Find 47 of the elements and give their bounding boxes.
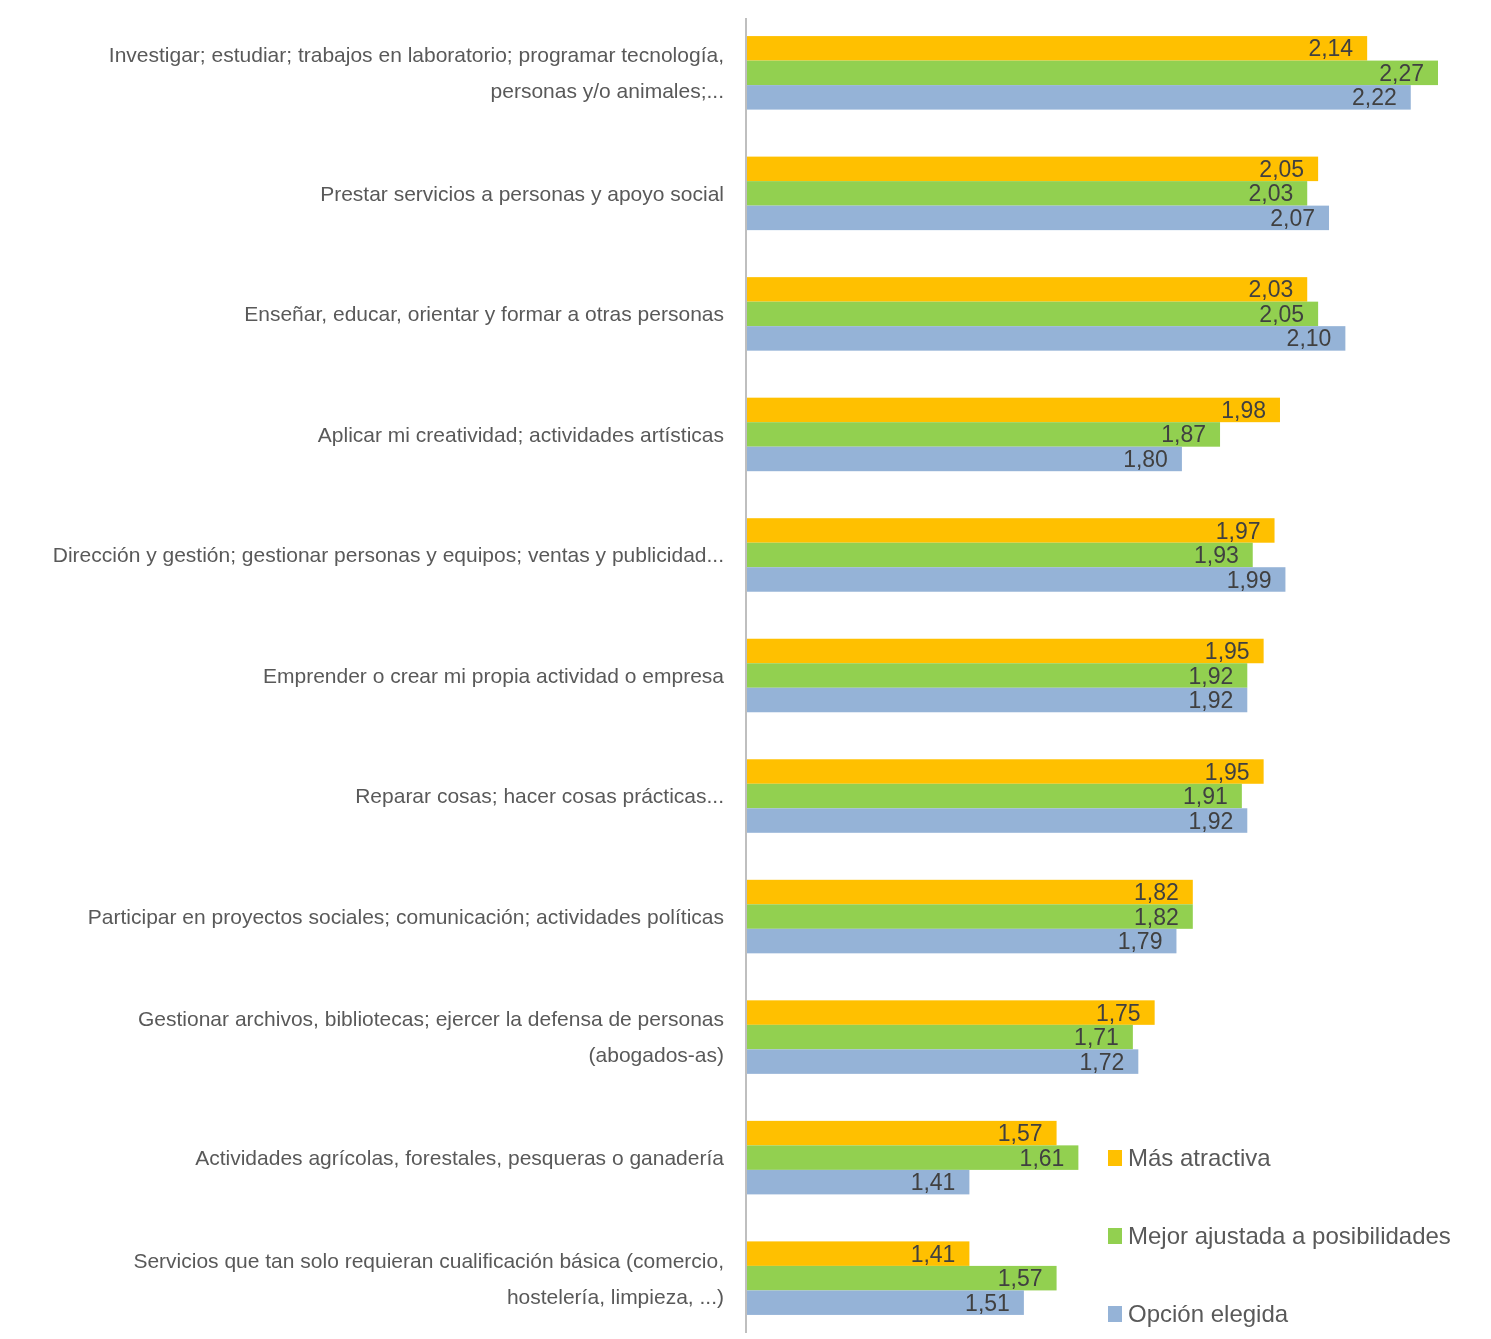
y-tick-label: Dirección y gestión; gestionar personas y equipos; ventas y publicidad... [52,543,724,567]
data-label: 1,72 [1079,1048,1125,1075]
data-label: 1,61 [1019,1144,1065,1171]
data-label: 1,71 [1074,1024,1119,1051]
data-label: 2,10 [1286,325,1332,352]
legend-label: Más atractiva [1128,1144,1272,1172]
data-label: 1,79 [1117,928,1163,955]
data-label: 1,57 [997,1265,1043,1292]
data-label: 2,05 [1259,300,1305,327]
data-label: 2,03 [1248,276,1294,303]
data-label: 1,92 [1188,662,1234,689]
data-label: 1,82 [1134,879,1179,906]
data-label: 1,98 [1221,396,1266,423]
y-tick-label: Enseñar, educar, orientar y formar a otras personas [244,302,724,326]
y-tick-label: Gestionar archivos, bibliotecas; ejercer la defensa de personas (abogados-as) [138,1007,724,1067]
data-label: 1,93 [1193,542,1239,569]
data-label: 1,82 [1134,903,1179,930]
data-label: 1,41 [910,1169,956,1196]
data-label: 1,51 [965,1289,1010,1316]
data-label: 1,92 [1188,687,1234,714]
data-label: 1,41 [910,1240,956,1267]
y-tick-label: Actividades agrícolas, forestales, pesqueras o ganadería [195,1145,725,1169]
y-tick-label: Aplicar mi creatividad; actividades artísticas [317,422,724,446]
data-label: 1,95 [1204,758,1250,785]
data-label: 1,80 [1123,445,1168,472]
y-tick-label: Reparar cosas; hacer cosas prácticas... [355,784,724,808]
data-label: 1,92 [1188,807,1234,834]
y-tick-label: Emprender o crear mi propia actividad o empresa [262,663,725,687]
data-label: 1,87 [1161,421,1207,448]
data-label: 2,22 [1351,84,1397,111]
data-label: 2,03 [1248,180,1294,207]
data-label: 1,99 [1226,566,1272,593]
y-tick-label: Servicios que tan solo requieran cualificación básica (comercio, hostelería, limpieza, ...) [133,1248,724,1308]
data-label: 1,95 [1204,638,1250,665]
data-label: 2,05 [1259,155,1305,182]
y-tick-label: Participar en proyectos sociales; comunicación; actividades políticas [87,904,724,928]
y-tick-label: Investigar; estudiar; trabajos en laboratorio; programar tecnología, personas y/o animales;... [108,43,724,103]
legend-label: Opción elegida [1128,1300,1289,1328]
data-label: 2,07 [1270,204,1316,231]
data-label: 1,57 [997,1120,1043,1147]
data-label: 1,91 [1183,783,1228,810]
data-label: 1,75 [1095,999,1141,1026]
y-tick-label: Prestar servicios a personas y apoyo social [320,181,724,205]
data-label: 2,27 [1379,59,1424,86]
data-label: 1,97 [1215,517,1261,544]
data-label: 2,14 [1308,35,1354,62]
legend-label: Mejor ajustada a posibilidades [1128,1222,1451,1250]
